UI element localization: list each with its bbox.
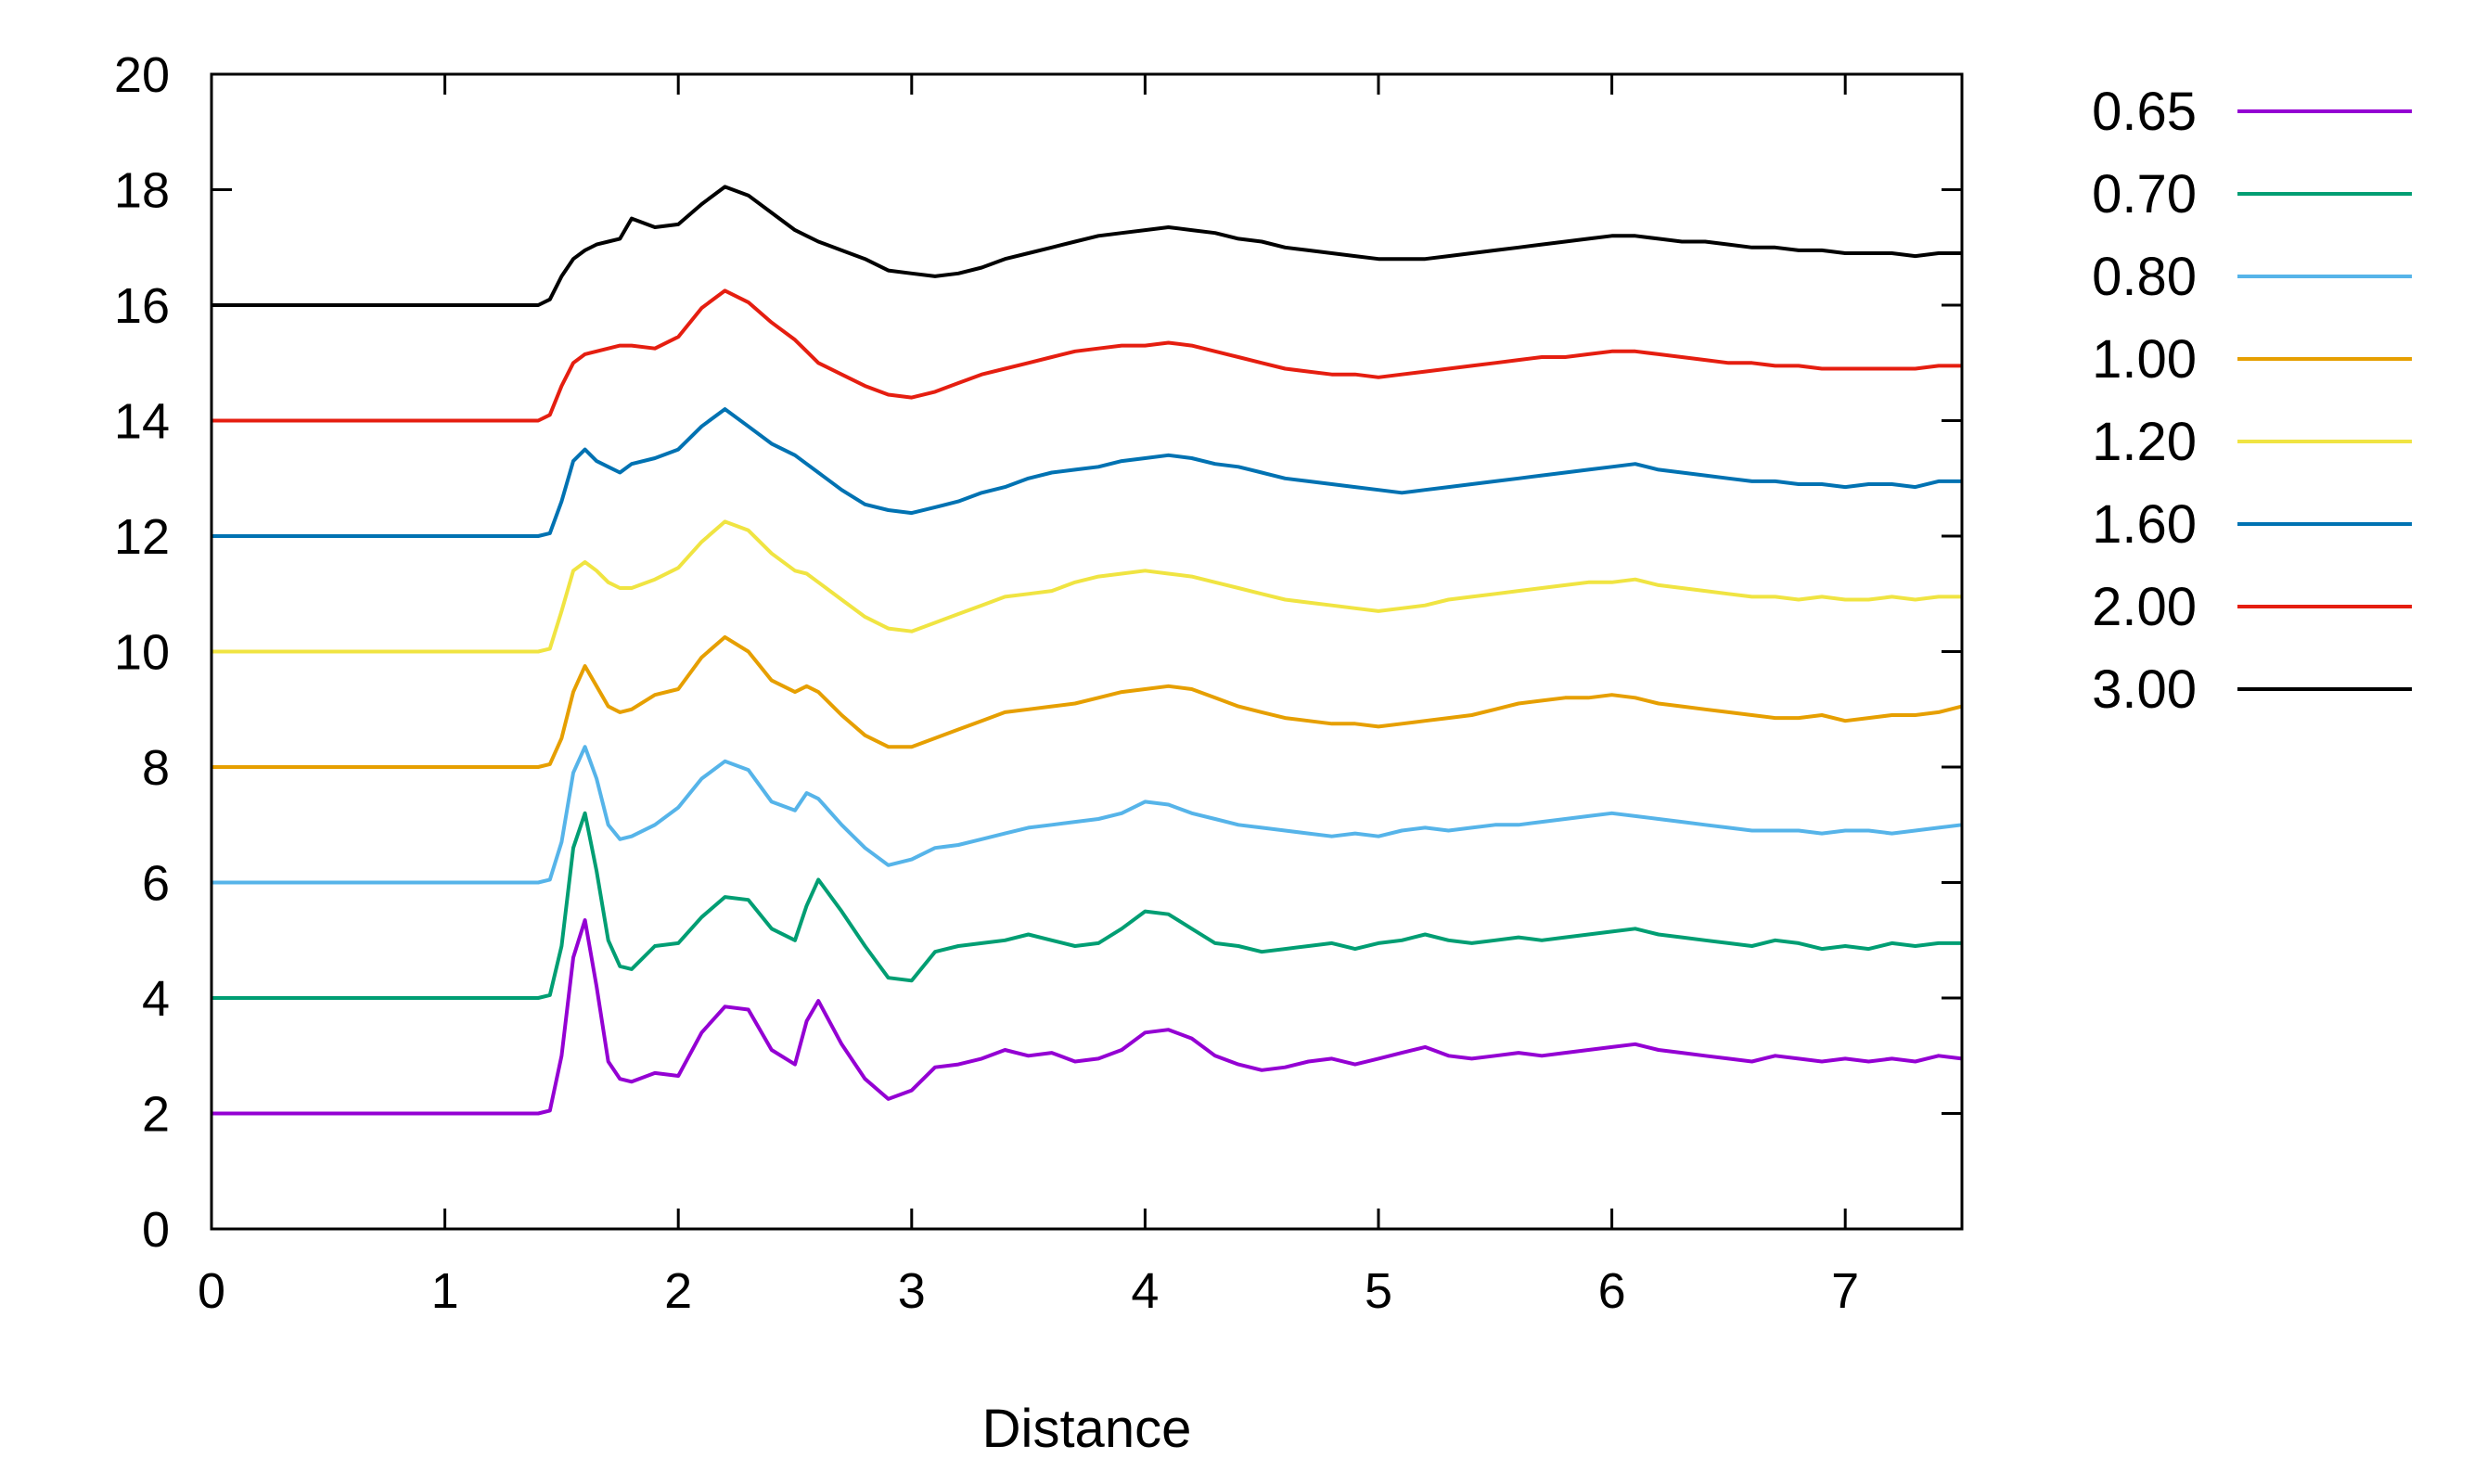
legend-label: 2.00	[2092, 577, 2197, 637]
x-tick-label: 5	[1365, 1263, 1392, 1319]
y-tick-label: 0	[142, 1202, 170, 1258]
series-line-1.00	[212, 634, 1963, 769]
legend-label: 0.65	[2092, 82, 2197, 142]
legend-label: 3.00	[2092, 659, 2197, 720]
x-tick-label: 4	[1131, 1263, 1159, 1319]
y-tick-label: 2	[142, 1087, 170, 1143]
y-tick-label: 20	[114, 47, 170, 103]
series-lines	[212, 185, 1963, 1116]
legend-label: 0.70	[2092, 164, 2197, 224]
legend: 0.65 0.70 0.80 1.00 1.20 1.60 2.00 3.00	[2092, 82, 2412, 720]
y-tick-label: 6	[142, 856, 170, 912]
y-tick-label: 14	[114, 394, 170, 450]
x-axis-label: Distance	[982, 1399, 1192, 1459]
legend-label: 0.80	[2092, 247, 2197, 307]
x-tick-label: 1	[431, 1263, 459, 1319]
series-line-2.00	[212, 288, 1962, 423]
x-axis-ticks: 0 1 2 3 4 5 6 7	[198, 74, 1859, 1319]
x-tick-label: 7	[1831, 1263, 1859, 1319]
y-tick-label: 4	[142, 971, 170, 1027]
series-line-0.65	[212, 918, 1963, 1116]
y-tick-label: 18	[114, 163, 170, 219]
y-tick-label: 16	[114, 278, 170, 334]
series-line-0.70	[212, 811, 1962, 1000]
y-axis-ticks: 0 2 4 6 8 10 12 14 16 18 20	[114, 47, 1962, 1258]
y-tick-label: 8	[142, 740, 170, 796]
legend-label: 1.60	[2092, 494, 2197, 555]
y-tick-label: 10	[114, 625, 170, 681]
legend-label: 1.00	[2092, 329, 2197, 390]
series-line-3.00	[212, 185, 1962, 307]
x-tick-label: 6	[1598, 1263, 1626, 1319]
legend-label: 1.20	[2092, 412, 2197, 472]
x-tick-label: 0	[198, 1263, 225, 1319]
x-tick-label: 2	[664, 1263, 692, 1319]
x-tick-label: 3	[898, 1263, 926, 1319]
plot-frame	[210, 72, 1964, 1231]
y-tick-label: 12	[114, 509, 170, 565]
series-line-1.20	[212, 519, 1962, 654]
series-line-1.60	[212, 407, 1962, 538]
series-line-0.80	[212, 745, 1963, 885]
